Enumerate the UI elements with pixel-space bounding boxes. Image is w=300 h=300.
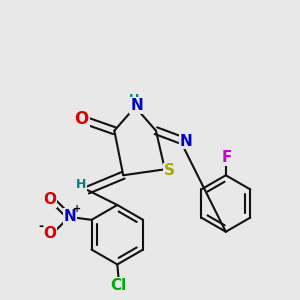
Text: +: +: [73, 204, 81, 214]
Text: O: O: [43, 226, 56, 241]
Text: O: O: [43, 192, 56, 207]
Text: N: N: [179, 134, 192, 148]
Text: O: O: [74, 110, 89, 128]
Text: F: F: [221, 150, 232, 165]
Text: N: N: [64, 209, 76, 224]
Text: Cl: Cl: [111, 278, 127, 293]
Text: H: H: [76, 178, 86, 191]
Text: S: S: [164, 163, 175, 178]
Text: -: -: [38, 220, 43, 233]
Text: N: N: [130, 98, 143, 113]
Text: H: H: [128, 93, 139, 106]
